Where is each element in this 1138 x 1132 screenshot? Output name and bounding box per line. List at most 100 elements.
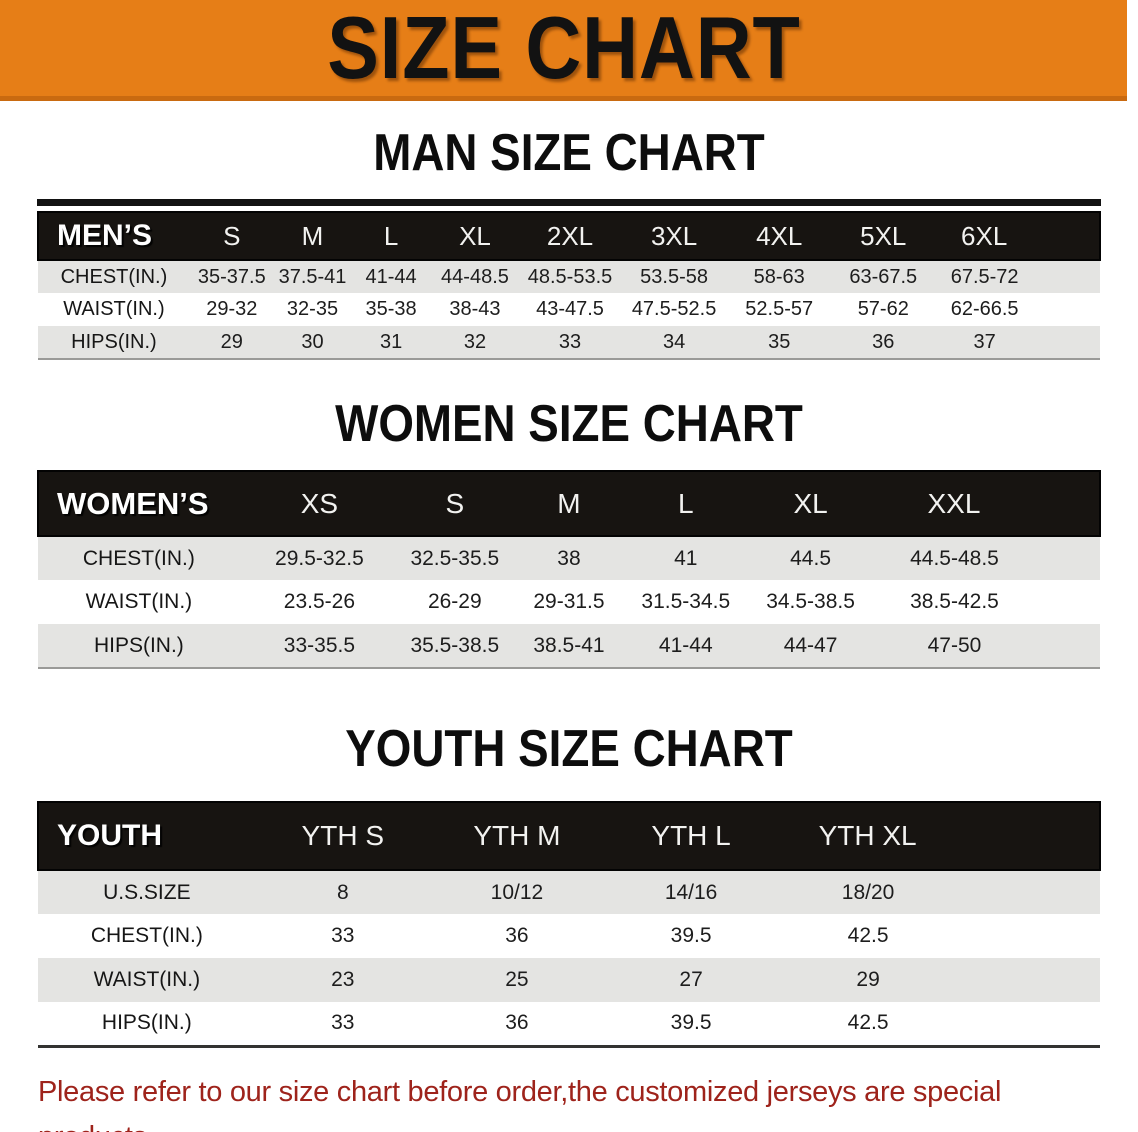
row-label-cell: CHEST(IN.) — [60, 265, 168, 288]
measurement-value-cell: 34 — [662, 330, 686, 353]
size-column-header: YTH L — [604, 801, 779, 871]
youth-size-table: YOUTH YTH S YTH M YTH L YTH XL U.S.SIZE 8 10/12… — [37, 801, 1101, 1048]
table-row: HIPS(IN.) 33 36 39.5 42.5 — [38, 1002, 1100, 1046]
measurement-value-cell: 47-50 — [927, 633, 982, 657]
measurement-value-cell: 57-62 — [857, 298, 909, 320]
size-column-header: 4XL — [727, 211, 832, 261]
measurement-value-cell: 38-43 — [449, 298, 501, 320]
measurement-value-cell: 36 — [872, 330, 895, 353]
measurement-value-cell: 32-35 — [286, 298, 339, 320]
row-label-cell: WAIST(IN.) — [85, 590, 193, 613]
table-row: U.S.SIZE 8 10/12 14/16 18/20 — [38, 870, 1100, 914]
measurement-value-cell: 37.5-41 — [278, 265, 347, 288]
size-column-header: XL — [430, 211, 520, 261]
measurement-value-cell: 41-44 — [658, 633, 713, 657]
women-section-heading: WOMEN SIZE CHART — [335, 395, 803, 453]
size-column-header: 2XL — [519, 211, 621, 261]
measurement-value-cell: 42.5 — [847, 924, 889, 947]
row-label-cell: HIPS(IN.) — [101, 1011, 192, 1035]
header-row: WOMEN’S XS S M L XL XXL — [37, 470, 1102, 537]
table-row: CHEST(IN.) 35-37.5 37.5-41 41-44 44-48.5 48.5… — [38, 260, 1100, 293]
measurement-value-cell: 38.5-41 — [533, 633, 605, 657]
size-column-header: L — [351, 211, 431, 261]
size-column-header: XXL — [876, 470, 1102, 537]
measurement-value-cell: 41 — [674, 546, 698, 570]
size-column-header: 3XL — [620, 211, 728, 261]
table-row: CHEST(IN.) 33 36 39.5 42.5 — [38, 914, 1100, 958]
measurement-value-cell: 27 — [679, 968, 703, 991]
row-label-cell: U.S.SIZE — [103, 880, 191, 904]
measurement-value-cell: 33 — [558, 330, 582, 353]
measurement-value-cell: 35 — [768, 330, 791, 353]
men-section-heading: MAN SIZE CHART — [373, 124, 765, 182]
youth-size-section: YOUTH SIZE CHART YOUTH YTH S YTH M YTH L YTH… — [0, 723, 1138, 1048]
table-top-rule — [37, 199, 1101, 206]
measurement-value-cell: 29 — [220, 330, 243, 353]
banner-title: SIZE CHART — [326, 0, 801, 97]
measurement-value-cell: 38 — [557, 546, 581, 570]
measurement-value-cell: 44-47 — [783, 633, 838, 657]
measurement-value-cell: 26-29 — [427, 590, 482, 613]
measurement-value-cell: 29.5-32.5 — [275, 546, 364, 570]
group-header-cell: YOUTH — [37, 801, 256, 871]
measurement-value-cell: 47.5-52.5 — [631, 298, 717, 320]
measurement-value-cell: 53.5-58 — [640, 265, 708, 288]
group-header-cell: WOMEN’S — [37, 470, 240, 537]
disclaimer-line-1: Please refer to our size chart before or… — [38, 1075, 1002, 1132]
table-row: HIPS(IN.) 33-35.5 35.5-38.5 38.5-41 41-44 44-… — [38, 624, 1100, 668]
measurement-value-cell: 63-67.5 — [849, 265, 918, 288]
measurement-value-cell: 52.5-57 — [745, 298, 814, 320]
measurement-value-cell: 35.5-38.5 — [410, 633, 500, 657]
row-label-cell: WAIST(IN.) — [93, 968, 201, 991]
row-label-cell: CHEST(IN.) — [82, 546, 195, 570]
size-column-header: XS — [239, 470, 400, 537]
measurement-value-cell: 29 — [856, 968, 880, 991]
measurement-value-cell: 29-31.5 — [533, 590, 605, 613]
size-column-header: YTH XL — [778, 801, 1101, 871]
size-column-header: YTH M — [429, 801, 605, 871]
measurement-value-cell: 30 — [301, 330, 324, 353]
measurement-value-cell: 62-66.5 — [950, 298, 1019, 320]
size-column-header: 6XL — [935, 211, 1101, 261]
row-label-cell: CHEST(IN.) — [90, 924, 203, 947]
table-row: WAIST(IN.) 23.5-26 26-29 29-31.5 31.5-34.5 34… — [38, 580, 1100, 624]
size-column-header: XL — [744, 470, 877, 537]
row-label-cell: HIPS(IN.) — [93, 633, 184, 657]
measurement-value-cell: 23.5-26 — [283, 590, 356, 613]
youth-section-heading: YOUTH SIZE CHART — [345, 720, 793, 778]
table-row: HIPS(IN.) 29 30 31 32 33 34 35 36 37 — [38, 326, 1100, 359]
measurement-value-cell: 29-32 — [206, 298, 258, 320]
size-column-header: S — [399, 470, 511, 537]
table-row: WAIST(IN.) 29-32 32-35 35-38 38-43 43-47.5 47.… — [38, 293, 1100, 326]
measurement-value-cell: 42.5 — [847, 1011, 889, 1035]
measurement-value-cell: 35-38 — [365, 298, 417, 320]
table-row: WAIST(IN.) 23 25 27 29 — [38, 958, 1100, 1002]
header-row: YOUTH YTH S YTH M YTH L YTH XL — [37, 801, 1101, 871]
men-size-table: MEN’S S M L XL 2XL 3XL 4XL 5XL 6XL CHEST(IN.) 35-37… — [37, 211, 1101, 360]
header-row: MEN’S S M L XL 2XL 3XL 4XL 5XL 6XL — [37, 211, 1101, 261]
size-column-header: 5XL — [831, 211, 936, 261]
measurement-value-cell: 23 — [331, 968, 355, 991]
women-size-table: WOMEN’S XS S M L XL XXL CHEST(IN.) 29.5-32.5 32.5… — [37, 470, 1102, 669]
measurement-value-cell: 36 — [505, 1011, 529, 1035]
size-column-header: M — [510, 470, 628, 537]
measurement-value-cell: 39.5 — [670, 1011, 712, 1035]
measurement-value-cell: 44-48.5 — [441, 265, 509, 288]
size-column-header: S — [189, 211, 274, 261]
group-header-cell: MEN’S — [37, 211, 190, 261]
measurement-value-cell: 39.5 — [670, 924, 712, 947]
measurement-value-cell: 32.5-35.5 — [410, 546, 500, 570]
size-chart-banner: SIZE CHART — [0, 0, 1127, 101]
row-label-cell: WAIST(IN.) — [63, 298, 165, 320]
measurement-value-cell: 38.5-42.5 — [910, 590, 999, 613]
measurement-value-cell: 33 — [331, 1011, 355, 1035]
measurement-value-cell: 10/12 — [490, 880, 544, 904]
table-row: CHEST(IN.) 29.5-32.5 32.5-35.5 38 41 44.5 44.5… — [38, 536, 1100, 580]
measurement-value-cell: 34.5-38.5 — [766, 590, 855, 613]
measurement-value-cell: 67.5-72 — [950, 265, 1019, 288]
disclaimer-text: Please refer to our size chart before or… — [38, 1070, 1100, 1132]
measurement-value-cell: 32 — [463, 330, 487, 353]
measurement-value-cell: 14/16 — [664, 880, 718, 904]
size-column-header: YTH S — [255, 801, 430, 871]
measurement-value-cell: 48.5-53.5 — [527, 265, 613, 288]
